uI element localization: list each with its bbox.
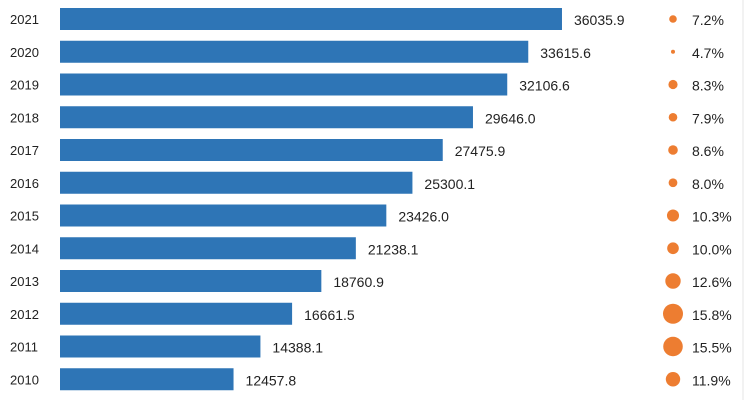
growth-bubble-2012: [663, 303, 683, 324]
growth-bubble-2019: [668, 79, 678, 90]
bar-2012: [60, 302, 293, 325]
year-label: 2012: [10, 307, 39, 322]
growth-bubble-2013: [665, 273, 681, 289]
growth-bubble-2020: [671, 49, 675, 54]
growth-bubble-2021: [669, 15, 677, 23]
growth-label: 7.9%: [692, 110, 724, 126]
growth-label: 15.8%: [692, 307, 732, 323]
growth-label: 12.6%: [692, 274, 732, 290]
year-label: 2021: [10, 12, 39, 27]
bar-2021: [60, 8, 562, 30]
value-label: 12457.8: [246, 372, 297, 388]
year-label: 2020: [10, 45, 39, 60]
growth-label: 8.0%: [692, 176, 724, 192]
growth-label: 8.6%: [692, 143, 724, 159]
value-label: 14388.1: [272, 340, 323, 356]
value-label: 21238.1: [368, 241, 419, 257]
growth-bubble-2018: [668, 112, 678, 122]
value-label: 27475.9: [455, 143, 506, 159]
year-label: 2013: [10, 274, 39, 289]
year-label: 2019: [10, 78, 39, 93]
value-label: 32106.6: [519, 78, 570, 94]
growth-label: 4.7%: [692, 45, 724, 61]
growth-label: 15.5%: [692, 340, 732, 356]
growth-bubble-2010: [665, 372, 681, 387]
year-label: 2017: [10, 143, 39, 158]
value-label: 25300.1: [424, 176, 475, 192]
year-label: 2016: [10, 176, 39, 191]
bar-2018: [60, 106, 473, 129]
growth-label: 11.9%: [692, 372, 731, 388]
year-label: 2011: [10, 340, 38, 355]
bar-2013: [60, 270, 322, 292]
bar-2019: [60, 73, 508, 96]
value-label: 16661.5: [304, 307, 355, 323]
year-label: 2014: [10, 241, 39, 256]
value-label: 36035.9: [574, 12, 625, 28]
value-label: 18760.9: [333, 274, 384, 290]
year-label: 2015: [10, 209, 39, 224]
year-label: 2010: [10, 372, 39, 387]
growth-bubble-2016: [668, 178, 678, 188]
growth-bubble-2014: [667, 242, 679, 255]
growth-label: 8.3%: [692, 78, 724, 94]
value-label: 33615.6: [540, 45, 591, 61]
growth-bubble-2015: [666, 209, 680, 222]
growth-bubble-2011: [663, 336, 683, 357]
value-label: 29646.0: [485, 110, 536, 126]
bar-2016: [60, 171, 413, 194]
value-label: 23426.0: [398, 209, 449, 225]
growth-label: 10.0%: [692, 241, 732, 257]
growth-label: 7.2%: [692, 12, 724, 28]
growth-label: 10.3%: [692, 209, 732, 225]
bar-2020: [60, 40, 529, 63]
bar-2015: [60, 204, 387, 227]
growth-bubble-2017: [668, 145, 678, 155]
year-label: 2018: [10, 110, 39, 125]
bar-2011: [60, 335, 261, 358]
bar-2014: [60, 237, 356, 260]
bar-2017: [60, 139, 443, 161]
bar-2010: [60, 368, 234, 391]
